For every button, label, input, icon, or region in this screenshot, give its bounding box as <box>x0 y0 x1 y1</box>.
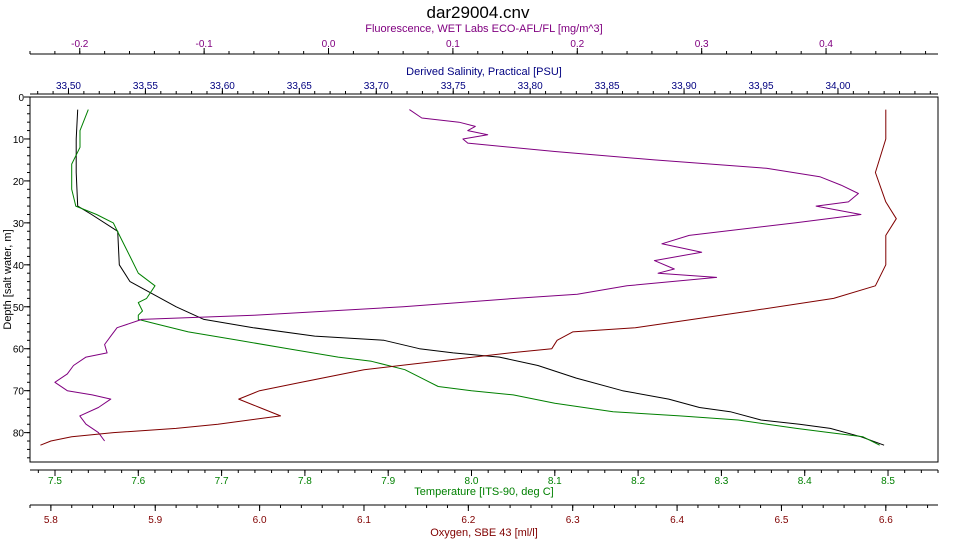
oxygen-tick-label: 5.8 <box>44 515 58 526</box>
oxygen-tick-label: 6.6 <box>879 515 893 526</box>
fluorescence-tick-label: 0.0 <box>322 39 336 50</box>
depth-axis-label: Depth [salt water, m] <box>2 229 14 329</box>
depth-tick-label: 40 <box>13 261 25 272</box>
temperature-tick-label: 8.1 <box>548 476 562 487</box>
oxygen-tick-label: 6.2 <box>461 515 475 526</box>
salinity-tick-label: 33.75 <box>441 81 466 92</box>
fluorescence-tick-label: 0.1 <box>446 39 460 50</box>
salinity-tick-label: 33.60 <box>210 81 235 92</box>
salinity-tick-label: 33.55 <box>133 81 158 92</box>
plot-frame <box>29 96 939 463</box>
axes-group: -0.2 -0.1 0.0 0.1 0.2 0.3 0.4 Fluorescence, WET… <box>2 23 939 539</box>
fluorescence-tick-label: -0.2 <box>71 39 89 50</box>
salinity-tick-label: 33.85 <box>595 81 620 92</box>
fluorescence-tick-label: -0.1 <box>196 39 214 50</box>
depth-tick-label: 80 <box>13 429 25 440</box>
salinity-tick-label: 33.65 <box>287 81 312 92</box>
depth-tick-label: 10 <box>13 135 25 146</box>
depth-tick-label: 70 <box>13 387 25 398</box>
temperature-tick-label: 7.9 <box>381 476 395 487</box>
temperature-tick-label: 8.3 <box>714 476 728 487</box>
oxygen-tick-label: 6.4 <box>670 515 684 526</box>
temperature-tick-label: 7.8 <box>298 476 312 487</box>
salinity-tick-label: 33.90 <box>672 81 697 92</box>
oxygen-series-line <box>40 109 897 446</box>
salinity-tick-label: 33.70 <box>364 81 389 92</box>
oxygen-tick-label: 5.9 <box>148 515 162 526</box>
temperature-axis-label: Temperature [ITS-90, deg C] <box>414 486 553 498</box>
fluorescence-series-line <box>54 109 862 442</box>
temperature-tick-label: 8.0 <box>465 476 479 487</box>
salinity-tick-label: 34.00 <box>825 81 850 92</box>
depth-tick-label: 60 <box>13 345 25 356</box>
depth-tick-label: 20 <box>13 177 25 188</box>
temperature-tick-label: 7.5 <box>48 476 62 487</box>
oxygen-tick-label: 6.3 <box>566 515 580 526</box>
temperature-series-line <box>71 109 880 446</box>
series-group <box>40 109 897 446</box>
salinity-tick-label: 33.95 <box>749 81 774 92</box>
depth-tick-label: 30 <box>13 219 25 230</box>
fluorescence-tick-label: 0.4 <box>819 39 833 50</box>
salinity-tick-label: 33.50 <box>56 81 81 92</box>
temperature-tick-label: 7.7 <box>215 476 229 487</box>
fluorescence-axis-label: Fluorescence, WET Labs ECO-AFL/FL [mg/m^… <box>365 23 602 35</box>
temperature-tick-label: 7.6 <box>131 476 145 487</box>
temperature-tick-label: 8.2 <box>631 476 645 487</box>
depth-tick-label: 50 <box>13 303 25 314</box>
salinity-series-line <box>75 109 885 446</box>
oxygen-tick-label: 6.1 <box>357 515 371 526</box>
temperature-tick-label: 8.4 <box>798 476 812 487</box>
depth-tick-label: 0 <box>18 93 24 104</box>
oxygen-tick-label: 6.5 <box>774 515 788 526</box>
temperature-tick-label: 8.5 <box>881 476 895 487</box>
salinity-tick-label: 33.80 <box>518 81 543 92</box>
salinity-axis-label: Derived Salinity, Practical [PSU] <box>406 66 562 78</box>
fluorescence-tick-label: 0.3 <box>695 39 709 50</box>
chart-title: dar29004.cnv <box>426 3 530 22</box>
oxygen-axis-label: Oxygen, SBE 43 [ml/l] <box>430 527 538 539</box>
oxygen-tick-label: 6.0 <box>253 515 267 526</box>
fluorescence-tick-label: 0.2 <box>570 39 584 50</box>
